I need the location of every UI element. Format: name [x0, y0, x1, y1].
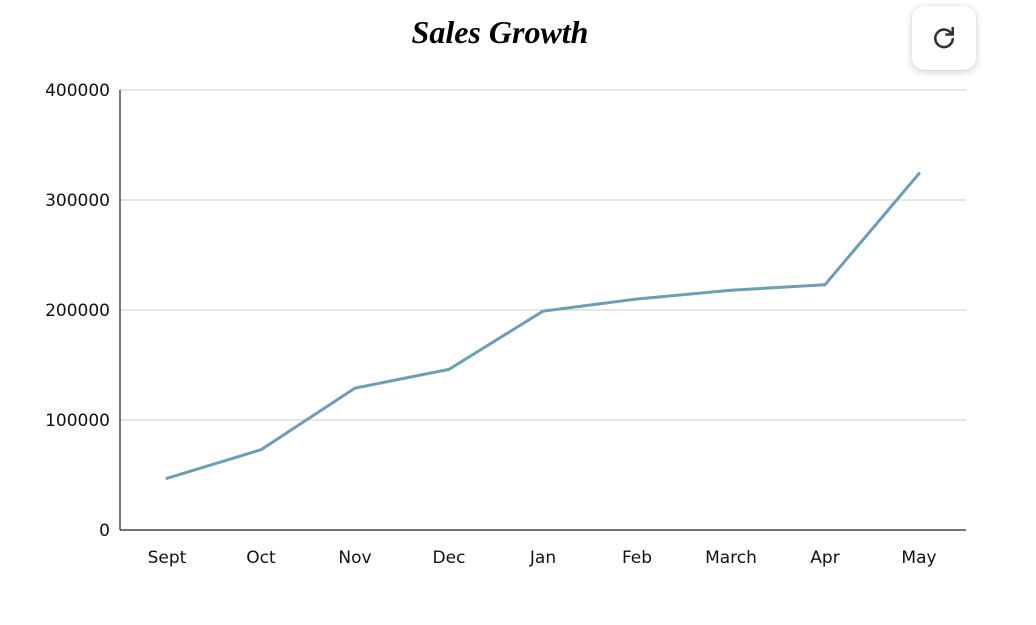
data-point [823, 283, 827, 287]
data-point [259, 448, 263, 452]
x-tick-label: Apr [810, 548, 839, 568]
y-tick-label: 100000 [45, 411, 110, 431]
series-line [165, 172, 921, 480]
y-tick-label: 400000 [45, 81, 110, 101]
data-point [165, 476, 169, 480]
chart-title: Sales Growth [411, 14, 589, 50]
data-point [447, 367, 451, 371]
x-tick-label: Jan [529, 548, 556, 568]
x-tick-label: May [901, 548, 936, 568]
data-point [353, 386, 357, 390]
data-point [917, 172, 921, 176]
data-point [635, 297, 639, 301]
x-tick-label: Oct [246, 548, 276, 568]
data-point [729, 288, 733, 292]
x-tick-label: March [705, 548, 757, 568]
y-tick-label: 200000 [45, 301, 110, 321]
x-tick-label: Feb [622, 548, 652, 568]
x-tick-label: Dec [433, 548, 466, 568]
y-tick-label: 300000 [45, 191, 110, 211]
y-tick-label: 0 [99, 521, 110, 541]
data-point [541, 309, 545, 313]
x-tick-label: Sept [148, 548, 187, 568]
refresh-button[interactable] [912, 6, 976, 70]
x-tick-label: Nov [338, 548, 371, 568]
refresh-icon [934, 26, 955, 49]
